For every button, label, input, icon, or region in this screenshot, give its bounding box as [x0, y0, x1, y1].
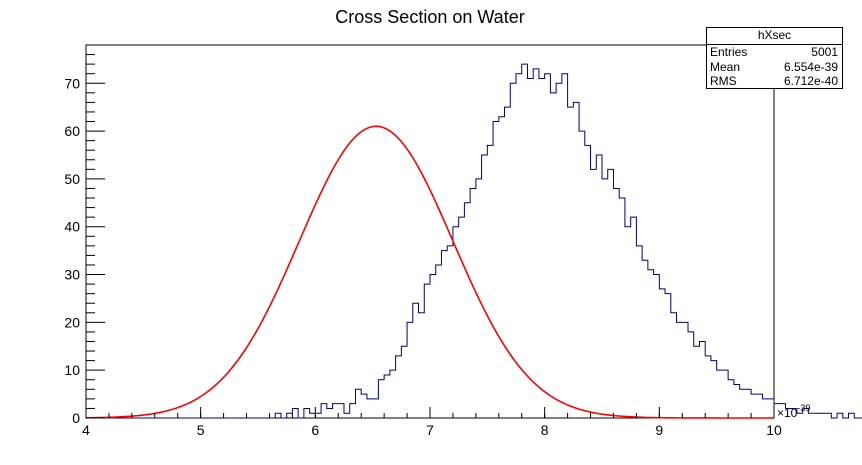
x-tick-label: 9 [655, 422, 663, 438]
stats-row-rms: RMS 6.712e-40 [707, 74, 842, 89]
chart-title: Cross Section on Water [335, 7, 524, 27]
y-tick-label: 60 [64, 123, 80, 139]
y-tick-label: 30 [64, 267, 80, 283]
y-tick-label: 50 [64, 171, 80, 187]
x-tick-label: 7 [426, 422, 434, 438]
x-tick-label: 6 [311, 422, 319, 438]
stats-label: Mean [710, 59, 741, 74]
x-tick-label: 4 [82, 422, 90, 438]
gaussian-fit-series [85, 125, 774, 419]
plot-frame [85, 44, 775, 419]
y-tick-label: 20 [64, 314, 80, 330]
y-tick-label: 40 [64, 219, 80, 235]
stats-row-entries: Entries 5001 [707, 45, 842, 60]
axes: 4 5 6 7 8 9 10 0 10 20 30 40 50 60 70 [64, 44, 782, 438]
plot-border [85, 44, 775, 419]
x-tick-label: 8 [541, 422, 549, 438]
x-axis-multiplier-exponent: -39 [797, 403, 810, 413]
stats-value: 5001 [811, 45, 838, 59]
stats-label: RMS [710, 74, 737, 88]
x-tick-label: 10 [766, 422, 782, 438]
stats-row-mean: Mean 6.554e-39 [707, 60, 842, 75]
stats-value: 6.554e-39 [783, 59, 838, 74]
stats-value: 6.712e-40 [783, 74, 838, 88]
stats-label: Entries [710, 45, 748, 59]
y-tick-label: 10 [64, 362, 80, 378]
x-tick-label: 5 [197, 422, 205, 438]
histogram-outline [86, 63, 862, 419]
y-tick-label: 0 [72, 410, 80, 426]
statistics-box: hXsec Entries 5001 Mean 6.554e-39 RMS 6.… [706, 27, 843, 89]
fit-curve [85, 125, 774, 419]
y-tick-label: 70 [64, 75, 80, 91]
x-axis-multiplier-base: ×10 [777, 406, 798, 420]
x-axis-multiplier: ×10-39 [777, 403, 810, 420]
histogram-series [86, 63, 862, 419]
stats-histogram-name: hXsec [707, 28, 842, 45]
